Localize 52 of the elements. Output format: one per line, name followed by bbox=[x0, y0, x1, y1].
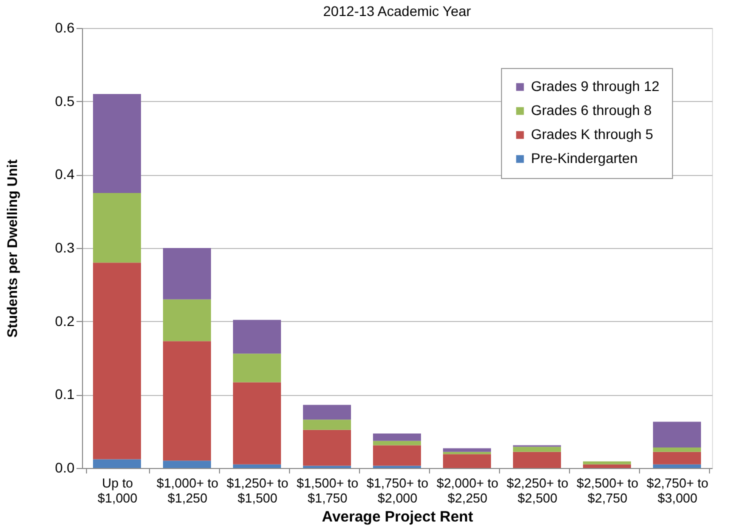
bar bbox=[443, 448, 491, 452]
x-axis-title: Average Project Rent bbox=[322, 508, 474, 526]
y-tick-label: 0.1 bbox=[55, 386, 75, 402]
chart-title: 2012-13 Academic Year bbox=[323, 3, 472, 19]
bar bbox=[653, 422, 701, 448]
bar bbox=[303, 404, 351, 420]
y-axis-title: Students per Dwelling Unit bbox=[4, 159, 20, 338]
x-tick-label: $2,000+ to $2,250 bbox=[436, 476, 498, 506]
bar bbox=[513, 452, 561, 468]
y-tick-label: 0.2 bbox=[55, 312, 75, 329]
bar bbox=[93, 94, 141, 193]
bar bbox=[163, 299, 211, 342]
x-tick-label: $2,500+ to $2,750 bbox=[576, 476, 638, 506]
bar bbox=[653, 452, 701, 464]
x-tick-label: $1,250+ to $1,500 bbox=[226, 476, 288, 506]
bar bbox=[233, 464, 281, 468]
bar bbox=[233, 382, 281, 464]
bar bbox=[93, 193, 141, 263]
bar bbox=[163, 248, 211, 300]
bar bbox=[93, 262, 141, 460]
y-tick-label: 0.0 bbox=[55, 460, 75, 476]
y-tick-label: 0.6 bbox=[55, 20, 75, 36]
bar bbox=[163, 341, 211, 461]
bar bbox=[443, 452, 491, 454]
bar bbox=[373, 445, 421, 466]
x-tick-label: $1,500+ to $1,750 bbox=[296, 476, 358, 506]
bar bbox=[443, 454, 491, 468]
x-tick-label: $2,750+ to $3,000 bbox=[646, 476, 708, 506]
y-tick-label: 0.3 bbox=[55, 240, 75, 256]
y-tick-label: 0.5 bbox=[55, 92, 75, 109]
bar bbox=[513, 446, 561, 452]
bar bbox=[233, 320, 281, 354]
legend-label: Grades K through 5 bbox=[531, 126, 654, 142]
bar bbox=[373, 440, 421, 446]
x-tick-label: $2,250+ to $2,500 bbox=[506, 476, 568, 506]
bar bbox=[653, 447, 701, 452]
legend-label: Pre-Kindergarten bbox=[531, 150, 638, 166]
x-tick-label: Up to $1,000 bbox=[98, 476, 138, 506]
bar bbox=[303, 420, 351, 430]
legend-label: Grades 6 through 8 bbox=[531, 102, 652, 118]
bar bbox=[233, 354, 281, 382]
bar bbox=[583, 461, 631, 464]
bar bbox=[653, 464, 701, 468]
bar bbox=[303, 430, 351, 466]
y-tick-label: 0.4 bbox=[55, 166, 75, 182]
bar bbox=[583, 464, 631, 468]
x-tick-label: $1,750+ to $2,000 bbox=[366, 476, 428, 506]
bar bbox=[93, 459, 141, 468]
bar bbox=[163, 460, 211, 468]
legend-label: Grades 9 through 12 bbox=[531, 78, 660, 94]
bar bbox=[373, 434, 421, 441]
x-tick-label: $1,000+ to $1,250 bbox=[156, 476, 218, 506]
